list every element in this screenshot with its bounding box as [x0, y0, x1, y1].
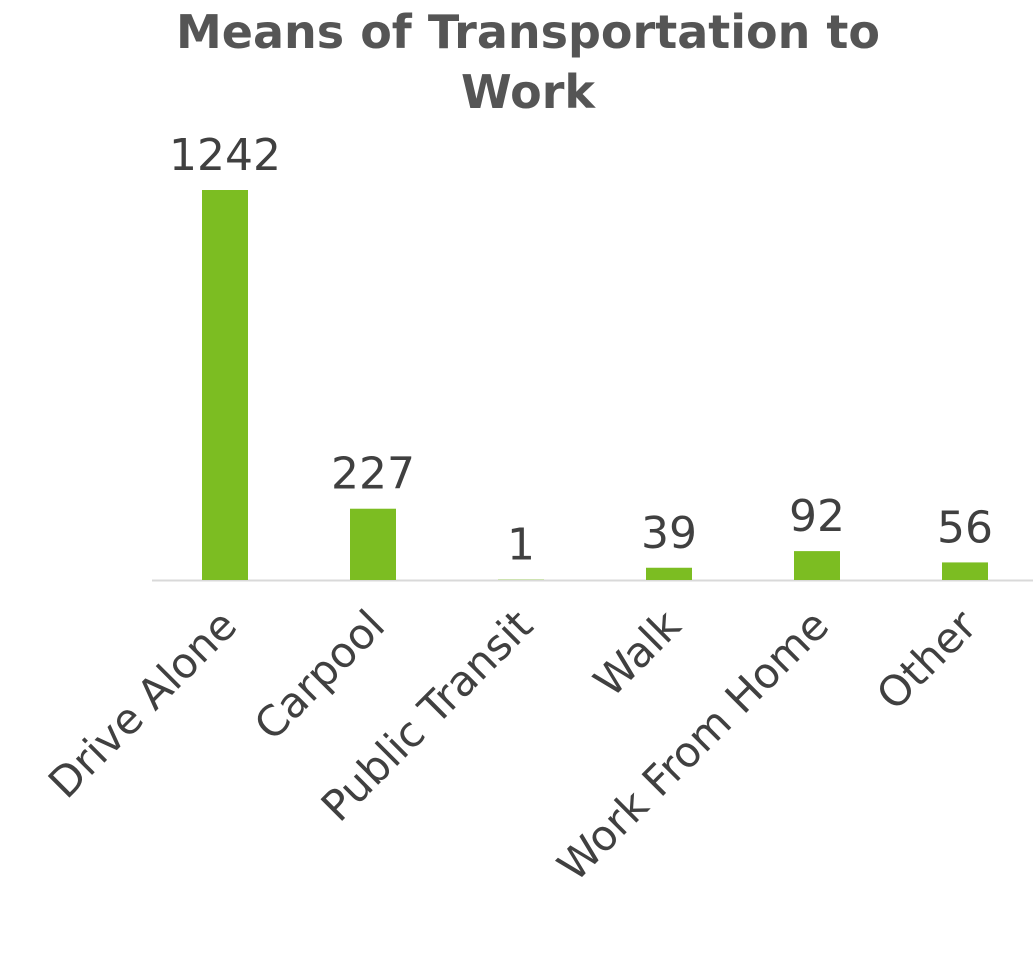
data-label: 1	[507, 520, 535, 571]
chart-title: Means of Transportation to Work	[176, 5, 880, 119]
x-tick-label: Work From Home	[548, 600, 838, 890]
data-label: 39	[641, 508, 697, 559]
bar	[202, 190, 248, 580]
bar	[942, 562, 988, 580]
x-tick-label: Walk	[584, 600, 690, 706]
data-label: 1242	[169, 130, 281, 181]
bar	[350, 508, 396, 580]
x-tick-label: Carpool	[245, 600, 394, 749]
x-tick-label: Other	[867, 600, 986, 719]
bar	[646, 567, 692, 580]
x-tick-label: Drive Alone	[39, 600, 246, 807]
data-label: 227	[331, 449, 415, 500]
data-label: 92	[789, 491, 845, 542]
data-label: 56	[937, 502, 993, 553]
bar	[794, 551, 840, 580]
